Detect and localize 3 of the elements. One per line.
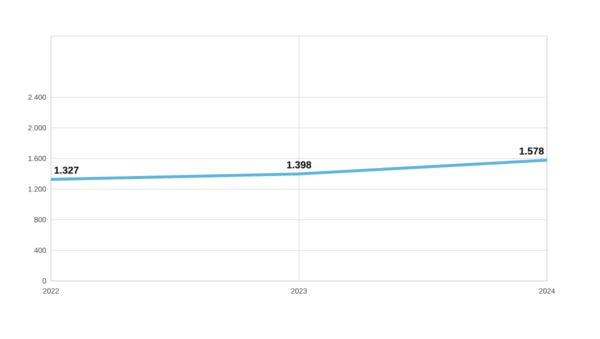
data-label: 1.398 — [287, 161, 312, 168]
data-label: 1.327 — [54, 166, 79, 174]
data-label: 1.578 — [520, 147, 544, 155]
